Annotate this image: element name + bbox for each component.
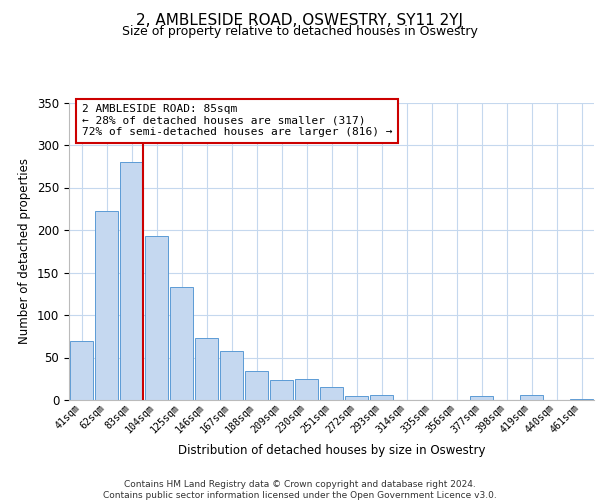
Bar bbox=[295, 379, 318, 400]
Bar bbox=[320, 387, 343, 400]
Bar bbox=[220, 350, 243, 400]
Bar bbox=[145, 236, 168, 400]
Y-axis label: Number of detached properties: Number of detached properties bbox=[19, 158, 31, 344]
Text: 2, AMBLESIDE ROAD, OSWESTRY, SY11 2YJ: 2, AMBLESIDE ROAD, OSWESTRY, SY11 2YJ bbox=[137, 12, 464, 28]
Bar bbox=[245, 371, 268, 400]
Bar bbox=[195, 338, 218, 400]
X-axis label: Distribution of detached houses by size in Oswestry: Distribution of detached houses by size … bbox=[178, 444, 485, 456]
Text: 2 AMBLESIDE ROAD: 85sqm
← 28% of detached houses are smaller (317)
72% of semi-d: 2 AMBLESIDE ROAD: 85sqm ← 28% of detache… bbox=[82, 104, 392, 138]
Text: Contains HM Land Registry data © Crown copyright and database right 2024.: Contains HM Land Registry data © Crown c… bbox=[124, 480, 476, 489]
Bar bbox=[570, 399, 593, 400]
Bar bbox=[170, 287, 193, 400]
Bar bbox=[120, 162, 143, 400]
Bar bbox=[270, 380, 293, 400]
Bar bbox=[95, 212, 118, 400]
Bar bbox=[520, 395, 543, 400]
Bar bbox=[470, 396, 493, 400]
Bar bbox=[70, 340, 93, 400]
Text: Size of property relative to detached houses in Oswestry: Size of property relative to detached ho… bbox=[122, 25, 478, 38]
Bar bbox=[345, 396, 368, 400]
Bar bbox=[370, 395, 393, 400]
Text: Contains public sector information licensed under the Open Government Licence v3: Contains public sector information licen… bbox=[103, 491, 497, 500]
